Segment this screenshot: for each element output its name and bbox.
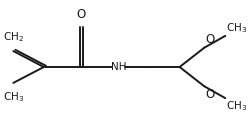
Text: NH: NH [111,62,126,72]
Text: O: O [77,8,86,21]
Text: CH$_3$: CH$_3$ [226,99,248,113]
Text: O: O [206,34,215,46]
Text: CH$_3$: CH$_3$ [3,90,24,104]
Text: CH$_2$: CH$_2$ [3,30,24,44]
Text: CH$_3$: CH$_3$ [226,21,248,35]
Text: O: O [206,88,215,100]
